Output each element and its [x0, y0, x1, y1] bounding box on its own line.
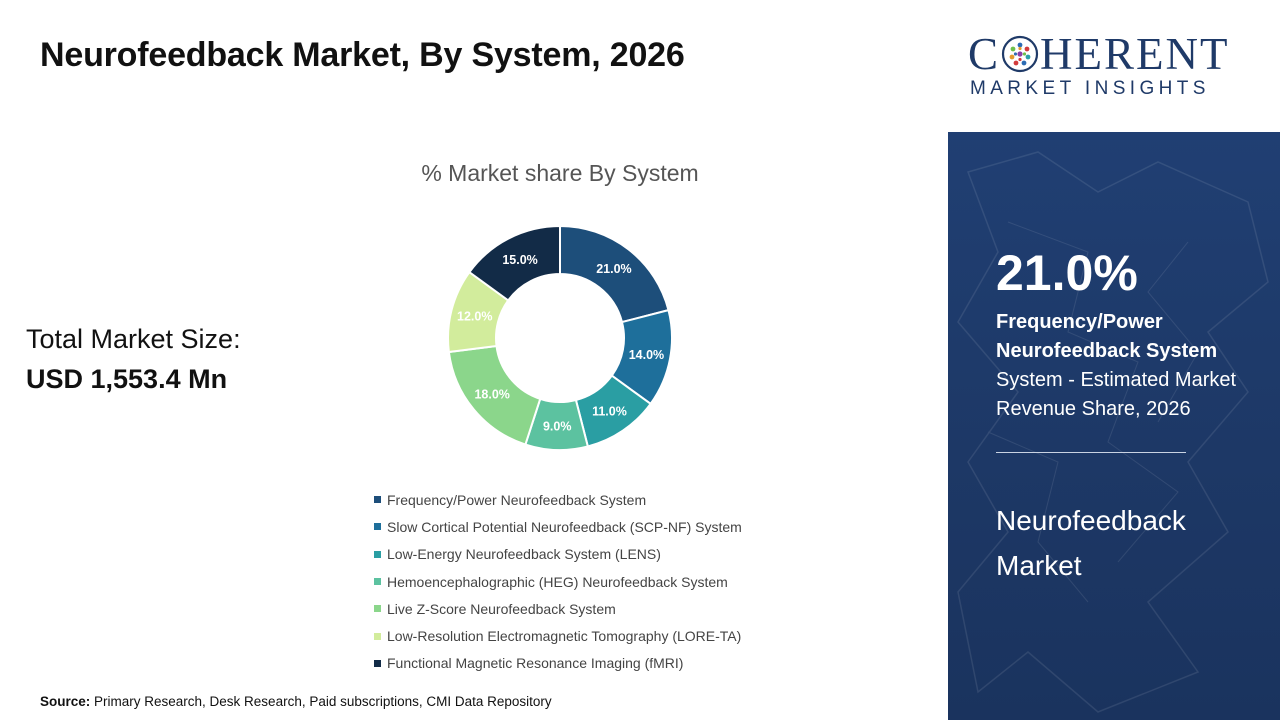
- legend-swatch: [374, 523, 381, 531]
- sidebar-divider: [996, 452, 1186, 453]
- logo-tagline: MARKET INSIGHTS: [970, 78, 1210, 99]
- legend-label: Frequency/Power Neurofeedback System: [387, 491, 647, 508]
- source-text: Primary Research, Desk Research, Paid su…: [90, 694, 552, 709]
- globe-dots-icon: [1001, 35, 1039, 73]
- highlight-segment-name: Frequency/Power Neurofeedback System: [996, 311, 1218, 362]
- legend-label: Live Z-Score Neurofeedback System: [387, 600, 616, 617]
- chart-title: % Market share By System: [421, 160, 699, 186]
- donut-chart: 21.0% 14.0% 11.0% 9.0% 18.0% 12.0% 15.0%: [447, 224, 673, 451]
- logo: C HERENT MARKET INSIGHTS: [948, 0, 1280, 132]
- logo-letters-rest: HERENT: [1040, 29, 1230, 79]
- donut-slice-label: 9.0%: [543, 419, 572, 433]
- highlight-panel: 21.0% Frequency/Power Neurofeedback Syst…: [948, 132, 1280, 720]
- total-market-value: USD 1,553.4 Mn: [26, 364, 228, 394]
- legend-item: Low-Energy Neurofeedback System (LENS): [374, 541, 742, 568]
- donut-slice-label: 18.0%: [474, 388, 509, 402]
- market-name: Neurofeedback Market: [996, 505, 1186, 581]
- legend-swatch: [374, 496, 381, 504]
- logo-wordmark: C HERENT: [968, 28, 1230, 80]
- highlight-description: System - Estimated Market Revenue Share,…: [996, 369, 1237, 420]
- donut-slice-label: 11.0%: [592, 404, 627, 418]
- legend-item: Hemoencephalographic (HEG) Neurofeedback…: [374, 568, 742, 595]
- legend-swatch: [374, 550, 381, 558]
- legend-item: Functional Magnetic Resonance Imaging (f…: [374, 650, 742, 677]
- legend-item: Live Z-Score Neurofeedback System: [374, 595, 742, 622]
- total-market-label: Total Market Size:: [26, 324, 241, 354]
- legend-item: Frequency/Power Neurofeedback System: [374, 486, 742, 513]
- legend-item: Slow Cortical Potential Neurofeedback (S…: [374, 513, 742, 540]
- highlight-share-value: 21.0%: [996, 245, 1138, 301]
- donut-slice-label: 15.0%: [502, 253, 537, 267]
- legend-label: Slow Cortical Potential Neurofeedback (S…: [387, 518, 742, 535]
- main-panel: Neurofeedback Market, By System, 2026 % …: [26, 36, 742, 709]
- donut-slice-label: 14.0%: [629, 348, 664, 362]
- chart-legend: Frequency/Power Neurofeedback System Slow…: [374, 486, 742, 677]
- legend-swatch: [374, 632, 381, 640]
- legend-label: Functional Magnetic Resonance Imaging (f…: [387, 655, 684, 672]
- legend-label: Low-Resolution Electromagnetic Tomograph…: [387, 628, 742, 645]
- donut-slice: [467, 224, 561, 302]
- legend-swatch: [374, 605, 381, 613]
- legend-swatch: [374, 659, 381, 667]
- donut-slice-label: 12.0%: [457, 310, 492, 324]
- donut-slice-label: 21.0%: [596, 262, 631, 276]
- source-label: Source:: [40, 694, 91, 709]
- legend-item: Low-Resolution Electromagnetic Tomograph…: [374, 622, 742, 649]
- sidebar: C HERENT MARKET INSIGHTS: [948, 0, 1280, 720]
- source-note: Source: Primary Research, Desk Research,…: [40, 694, 552, 709]
- legend-swatch: [374, 578, 381, 586]
- logo-letter-c: C: [968, 29, 1001, 79]
- legend-label: Hemoencephalographic (HEG) Neurofeedback…: [387, 573, 728, 590]
- map-background-texture: [957, 151, 1269, 713]
- page-title: Neurofeedback Market, By System, 2026: [40, 36, 685, 74]
- legend-label: Low-Energy Neurofeedback System (LENS): [387, 546, 661, 563]
